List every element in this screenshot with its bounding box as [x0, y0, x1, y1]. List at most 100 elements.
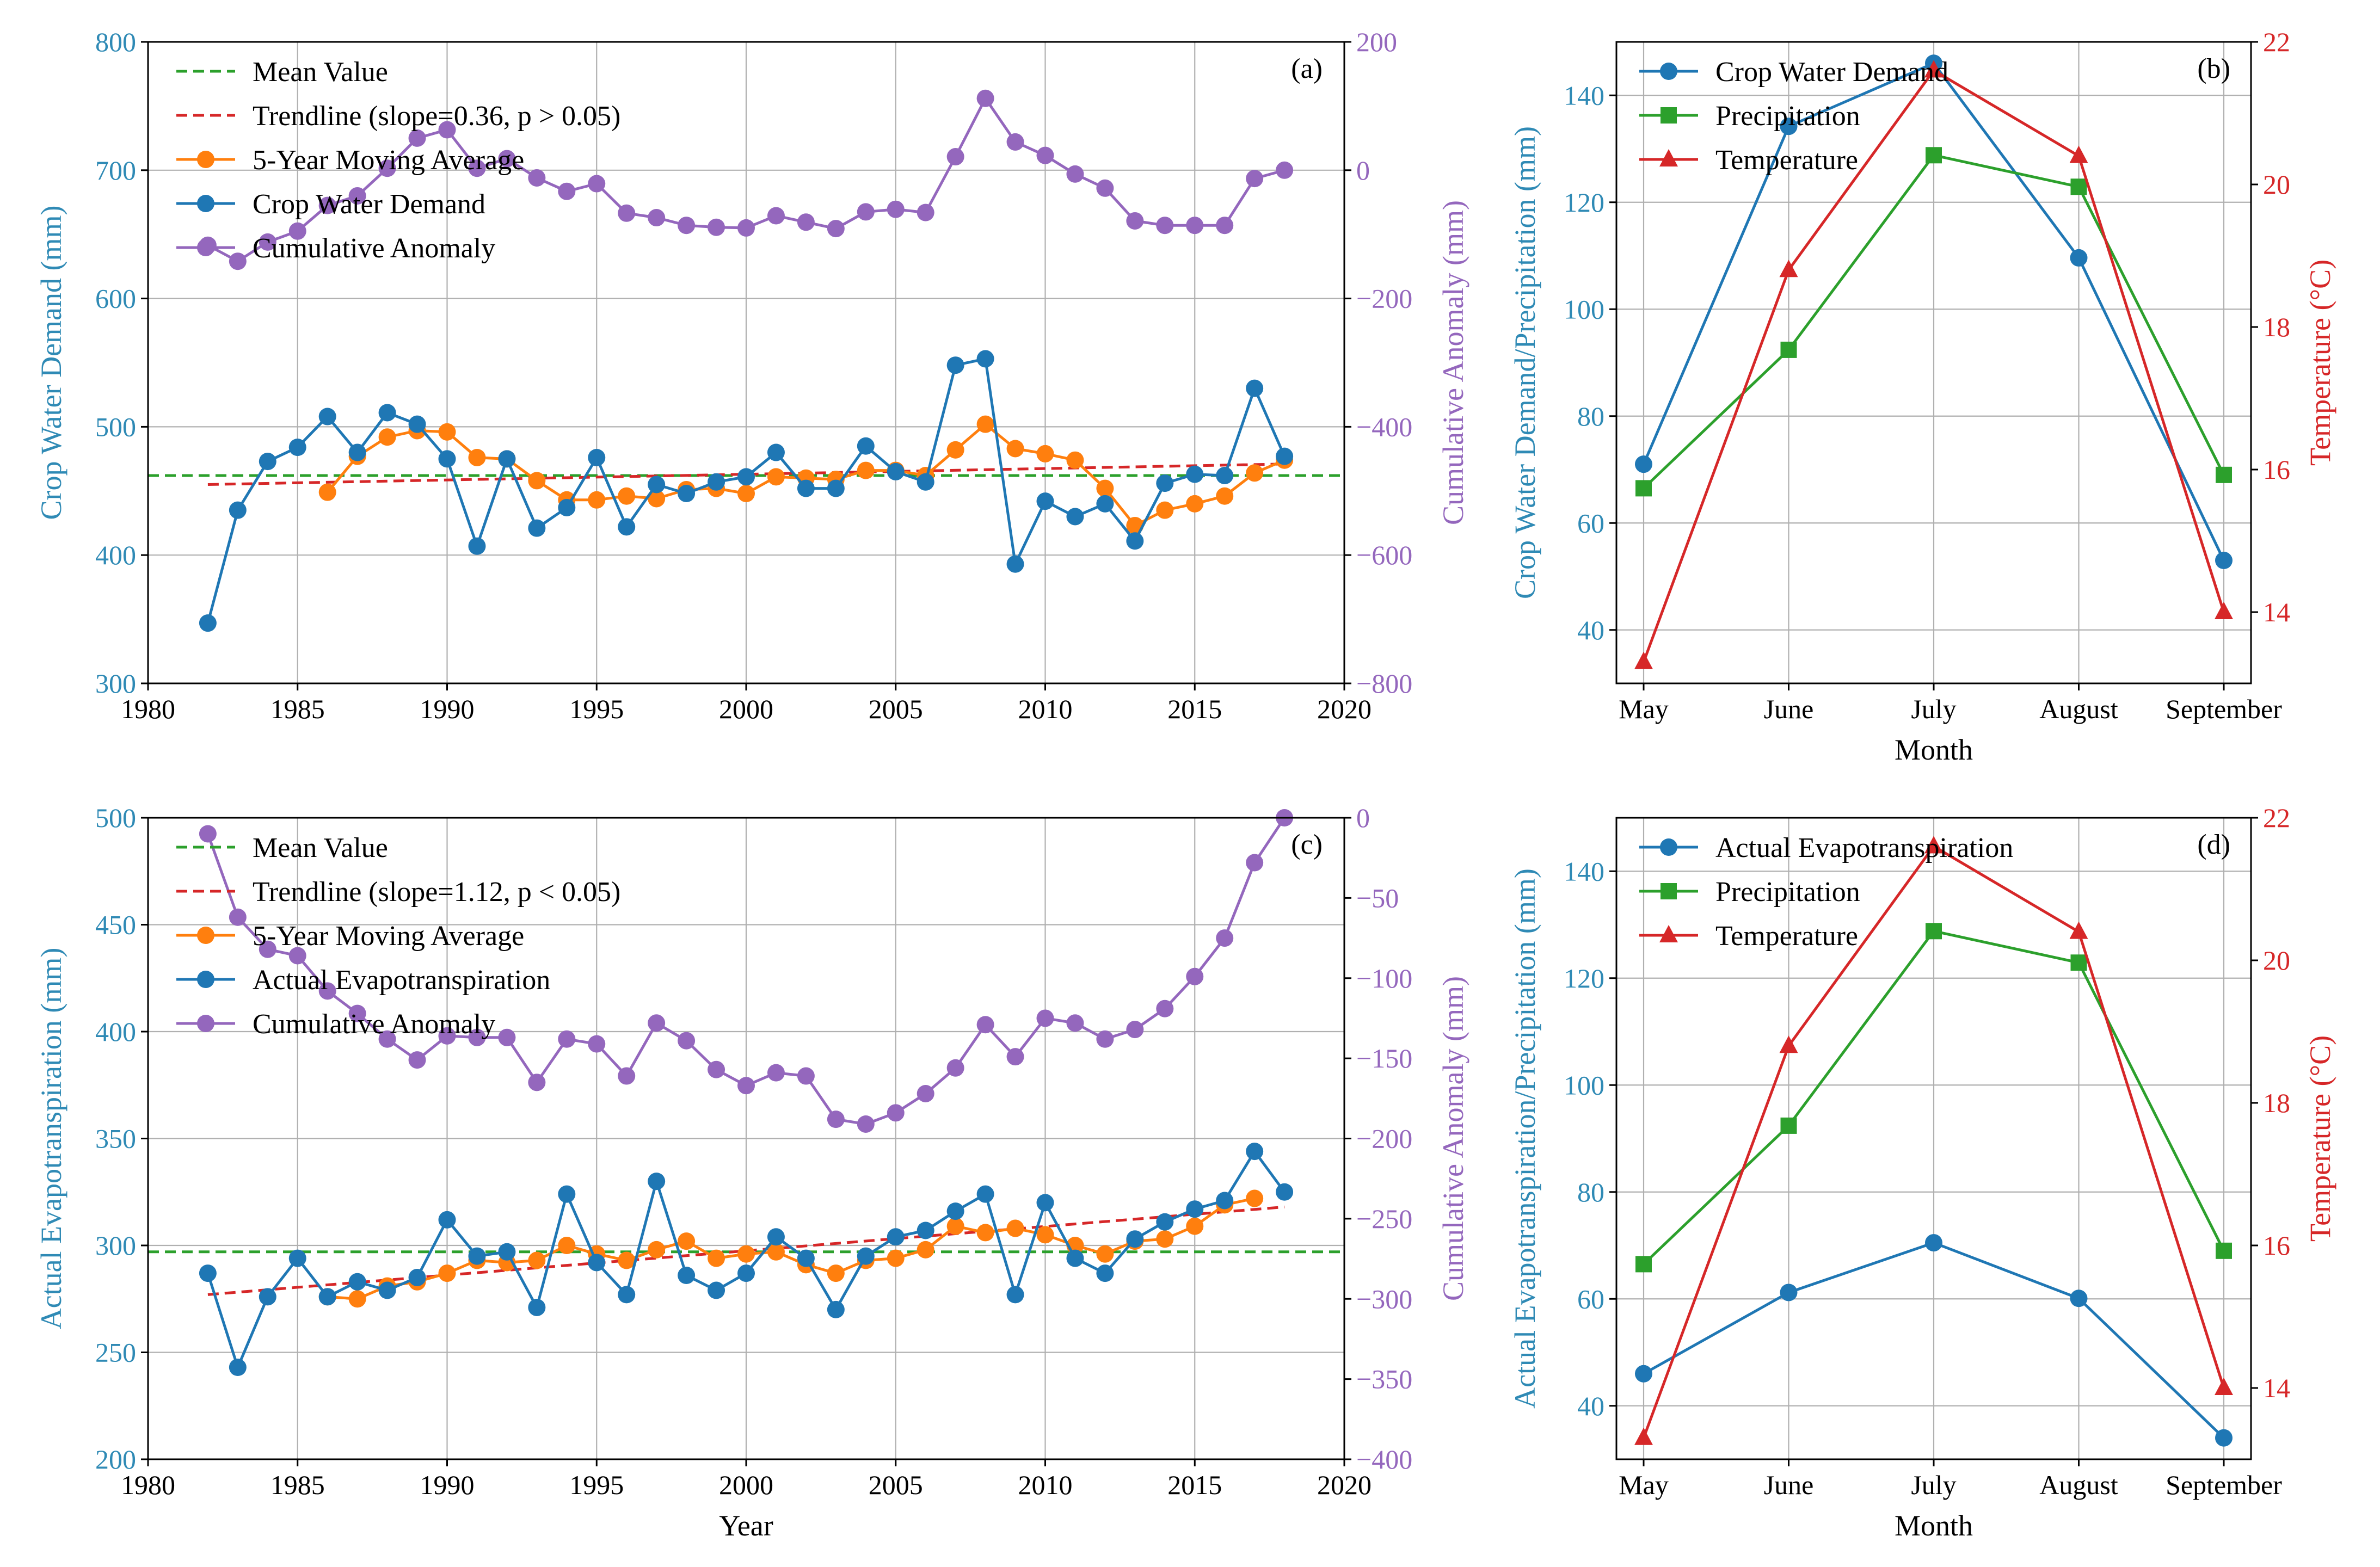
main-series-point	[468, 1247, 486, 1265]
x-tick-label: August	[2039, 694, 2118, 724]
legend-marker	[1661, 883, 1677, 899]
cumulative-anomaly-point	[708, 218, 725, 236]
y-tick-label: 800	[95, 27, 136, 57]
x-tick-label: 1995	[569, 694, 624, 724]
legend-marker	[1659, 925, 1678, 942]
x-tick-label: 2010	[1018, 1470, 1073, 1500]
cumulative-anomaly-point	[378, 159, 396, 177]
cumulative-anomaly-point	[229, 908, 247, 926]
cumulative-anomaly-point	[288, 222, 306, 240]
main-series-point	[708, 1281, 725, 1299]
main-series-point	[737, 468, 755, 486]
main-series-point	[1276, 447, 1294, 465]
main-series-point	[288, 1249, 306, 1267]
moving-average-point	[468, 448, 486, 466]
moving-average-point	[1156, 501, 1174, 519]
cumulative-anomaly-point	[648, 1014, 666, 1032]
cumulative-anomaly-point	[468, 159, 486, 177]
main-series-point	[1156, 1213, 1174, 1231]
x-tick-label: 1985	[270, 694, 325, 724]
panel-d: 40 60 80 100 120 140 14 16 18 20 22 May June July Augu…	[1509, 803, 2336, 1542]
main-series-point	[1246, 1143, 1264, 1161]
panel-label: (c)	[1291, 829, 1323, 860]
x-tick-label: 1990	[420, 694, 475, 724]
y2-tick-label: 200	[1356, 27, 1397, 57]
x-tick-label: May	[1619, 1470, 1669, 1500]
main-series-point	[737, 1264, 755, 1282]
cumulative-anomaly-point	[976, 1016, 994, 1034]
x-tick-label: 1995	[569, 1470, 624, 1500]
main-series-point	[827, 479, 845, 497]
x-tick-label: 2020	[1317, 1470, 1372, 1500]
main-series-point	[528, 1298, 546, 1316]
legend-label: Actual Evapotranspiration	[1715, 832, 2013, 863]
legend-label: Mean Value	[253, 832, 388, 863]
y-tick-label: 300	[95, 668, 136, 699]
cumulative-anomaly-point	[797, 213, 815, 231]
legend-label: 5-Year Moving Average	[253, 921, 524, 952]
y2-axis-label: Temperature (°C)	[2304, 260, 2336, 466]
main-series-point	[1066, 508, 1084, 526]
moving-average-point	[528, 1251, 546, 1269]
y2-tick-label: −150	[1356, 1043, 1412, 1074]
main-series-point	[1186, 465, 1204, 483]
moving-average-point	[946, 1217, 964, 1235]
moving-average-point	[1036, 445, 1054, 462]
x-tick-label: September	[2166, 694, 2282, 724]
main-series-point	[1006, 1286, 1024, 1304]
series-point	[1926, 923, 1942, 940]
main-series-point	[678, 1267, 696, 1285]
main-series-point	[558, 1185, 576, 1203]
series-point	[1779, 1035, 1798, 1053]
main-series-point	[1036, 1194, 1054, 1212]
y2-tick-label: 22	[2263, 27, 2290, 57]
cumulative-anomaly-point	[1006, 1048, 1024, 1066]
cumulative-anomaly-point	[1096, 1030, 1114, 1048]
main-series-point	[408, 1268, 426, 1286]
main-series-point	[618, 518, 636, 536]
series-point	[2216, 466, 2232, 483]
main-series-point	[1126, 1230, 1144, 1248]
y-tick-label: 700	[95, 155, 136, 186]
x-tick-label: September	[2166, 1470, 2282, 1500]
x-tick-label: July	[1911, 694, 1956, 724]
y2-tick-label: 20	[2263, 945, 2290, 976]
cumulative-anomaly-point	[976, 89, 994, 107]
cumulative-anomaly-point	[1246, 854, 1264, 872]
y-tick-label: 40	[1577, 615, 1604, 645]
main-series-point	[917, 1221, 934, 1239]
legend-marker	[197, 239, 214, 256]
x-tick-label: 2005	[869, 1470, 923, 1500]
y-tick-label: 80	[1577, 401, 1604, 431]
cumulative-anomaly-point	[887, 1104, 905, 1122]
cumulative-anomaly-point	[827, 1111, 845, 1128]
panel-c: 200 250 300 350 400 450 500 −400 −350 −300 −250 −20…	[35, 803, 1469, 1542]
y-tick-label: 500	[95, 803, 136, 833]
legend-label: Crop Water Demand	[1715, 57, 1948, 88]
cumulative-anomaly-point	[558, 1030, 576, 1048]
main-series-point	[767, 1228, 785, 1246]
y-tick-label: 60	[1577, 1284, 1604, 1314]
x-axis-label: Month	[1895, 733, 1973, 766]
x-tick-label: June	[1764, 694, 1814, 724]
cumulative-anomaly-point	[946, 1059, 964, 1077]
moving-average-point	[1246, 1189, 1264, 1207]
cumulative-anomaly-point	[348, 1004, 366, 1022]
main-series-point	[946, 1202, 964, 1220]
main-series-point	[857, 437, 875, 455]
y-axis-label: Crop Water Demand/Precipitation (mm)	[1509, 126, 1541, 599]
moving-average-point	[1006, 1219, 1024, 1237]
x-tick-label: 1990	[420, 1470, 475, 1500]
series-point	[1924, 60, 1943, 78]
y2-tick-label: 16	[2263, 454, 2290, 485]
moving-average-point	[1096, 479, 1114, 497]
legend: Actual Evapotranspiration Precipitation Te…	[1639, 832, 2013, 952]
main-series-point	[976, 350, 994, 368]
legend-marker	[197, 971, 214, 988]
x-tick-label: 2010	[1018, 694, 1073, 724]
x-tick-label: 1980	[121, 1470, 175, 1500]
legend-marker	[1659, 149, 1678, 166]
main-series-point	[1186, 1200, 1204, 1218]
legend-label: Cumulative Anomaly	[253, 233, 495, 264]
y2-tick-label: 0	[1356, 803, 1370, 833]
